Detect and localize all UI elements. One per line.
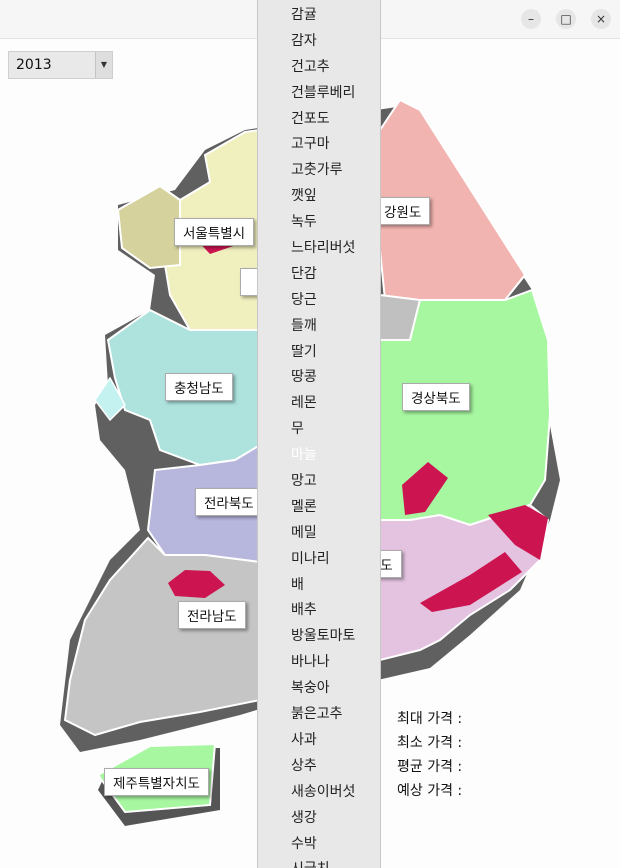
dropdown-item[interactable]: 수박 [291, 835, 317, 852]
region-jeonnam[interactable] [63, 536, 261, 737]
dropdown-item[interactable]: 새송이버섯 [291, 783, 356, 800]
dropdown-item[interactable]: 미나리 [291, 550, 330, 567]
year-select[interactable]: 2013 ▼ [8, 51, 113, 79]
predicted-price-label: 예상 가격 : [397, 783, 463, 799]
dropdown-item[interactable]: 건고추 [291, 58, 330, 75]
dropdown-item[interactable]: 깻잎 [291, 188, 317, 205]
dropdown-item[interactable]: 붉은고추 [291, 706, 343, 723]
dropdown-item[interactable]: 복숭아 [291, 680, 330, 697]
dropdown-item[interactable]: 배 [291, 576, 304, 593]
dropdown-item[interactable]: 메밀 [291, 524, 317, 541]
chevron-down-icon[interactable]: ▼ [95, 52, 112, 78]
label-jeju[interactable]: 제주특별자치도 [104, 768, 209, 796]
label-gyeongbuk[interactable]: 경상북도 [402, 383, 470, 411]
highlight-metro-areas [168, 236, 548, 612]
dropdown-item[interactable]: 감귤 [291, 7, 317, 23]
avg-price-label: 평균 가격 : [397, 759, 463, 775]
dropdown-item[interactable]: 당근 [291, 291, 317, 308]
max-price-label: 최대 가격 : [397, 711, 463, 727]
dropdown-item[interactable]: 건포도 [291, 110, 330, 127]
dropdown-item[interactable]: 시금치 [258, 857, 380, 868]
dropdown-item[interactable]: 방울토마토 [291, 628, 356, 645]
label-jeonnam[interactable]: 전라남도 [178, 601, 246, 629]
dropdown-item[interactable]: 배추 [291, 602, 317, 619]
label-chungnam[interactable]: 충청남도 [165, 373, 233, 401]
year-select-value: 2013 [16, 57, 52, 73]
label-seoul[interactable]: 서울특별시 [174, 218, 255, 246]
dropdown-item[interactable]: 상추 [291, 757, 317, 774]
dropdown-item[interactable]: 녹두 [291, 214, 317, 231]
dropdown-item[interactable]: 무 [291, 421, 304, 438]
label-jeonbuk[interactable]: 전라북도 [195, 488, 263, 516]
dropdown-item[interactable]: 레몬 [291, 395, 317, 412]
dropdown-item[interactable]: 고구마 [291, 136, 330, 153]
dropdown-item[interactable]: 땅콩 [291, 369, 317, 386]
maximize-button[interactable]: □ [556, 9, 576, 29]
dropdown-item[interactable]: 딸기 [291, 343, 317, 360]
dropdown-item[interactable]: 느타리버섯 [291, 240, 356, 257]
label-gyeonggi[interactable] [240, 268, 258, 296]
dropdown-item[interactable]: 단감 [291, 265, 317, 282]
dropdown-item[interactable]: 들깨 [291, 317, 317, 334]
price-stats: 최대 가격 : 최소 가격 : 평균 가격 : 예상 가격 : [397, 707, 462, 803]
dropdown-item[interactable]: 바나나 [291, 654, 330, 671]
dropdown-item[interactable]: 생강 [291, 809, 317, 826]
dropdown-item[interactable]: 감자 [291, 32, 317, 49]
dropdown-item[interactable]: 사과 [291, 731, 317, 748]
dropdown-item[interactable]: 멜론 [291, 498, 317, 515]
dropdown-item[interactable]: 마늘 [291, 447, 317, 464]
close-button[interactable]: × [591, 9, 611, 29]
min-price-label: 최소 가격 : [397, 735, 463, 751]
dropdown-item[interactable]: 고춧가루 [291, 162, 343, 179]
label-gangwon[interactable]: 강원도 [375, 197, 431, 225]
minimize-button[interactable]: – [521, 9, 541, 29]
dropdown-item[interactable]: 건블루베리 [291, 84, 356, 101]
dropdown-item[interactable]: 망고 [291, 473, 317, 490]
